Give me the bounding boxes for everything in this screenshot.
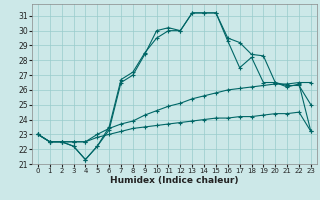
X-axis label: Humidex (Indice chaleur): Humidex (Indice chaleur): [110, 176, 239, 185]
